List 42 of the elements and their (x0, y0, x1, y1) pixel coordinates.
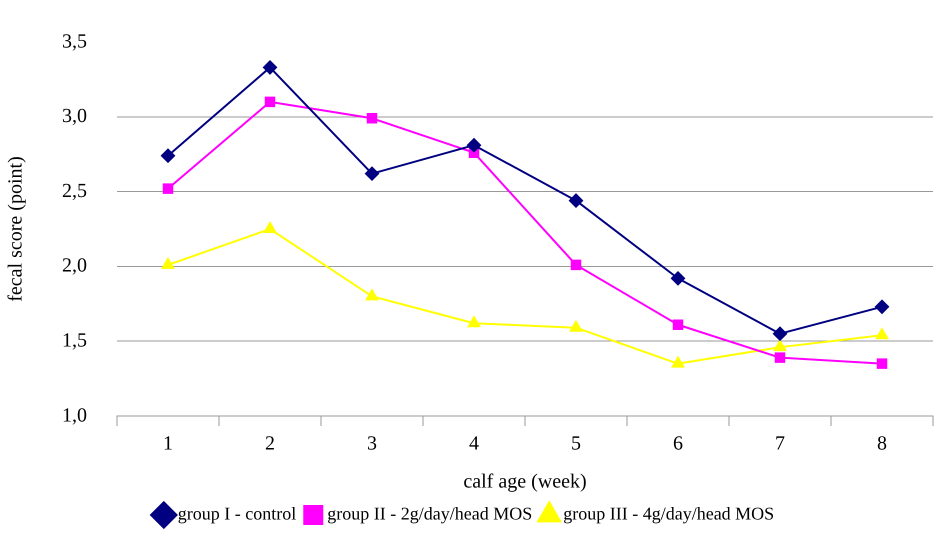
legend-label: group III - 4g/day/head MOS (563, 504, 774, 524)
y-tick-label: 2,5 (62, 180, 87, 202)
point (365, 166, 379, 181)
point (672, 320, 684, 330)
x-tick-label: 1 (163, 432, 173, 454)
x-tick-label: 8 (877, 432, 887, 454)
y-axis-title: fecal score (point) (4, 156, 26, 302)
x-tick-label: 6 (673, 432, 683, 454)
x-tick-label: 3 (367, 432, 377, 454)
point (468, 316, 480, 328)
point (569, 194, 583, 208)
x-tick-label: 2 (265, 432, 275, 454)
y-tick-label: 3,0 (62, 105, 87, 128)
x-tick-label: 4 (469, 432, 479, 454)
point (570, 260, 582, 270)
y-tick-label: 1,0 (62, 404, 87, 426)
point (264, 96, 276, 108)
x-axis-title: calf age (week) (463, 470, 587, 492)
point (876, 328, 888, 340)
point (570, 320, 582, 332)
point (161, 148, 175, 163)
legend-label: group II - 2g/day/head MOS (327, 504, 532, 524)
point (876, 358, 888, 369)
y-tick-label: 2,0 (62, 254, 87, 277)
legend-label: group I - control (178, 504, 296, 524)
point (366, 289, 378, 300)
x-tick-label: 7 (775, 432, 785, 454)
point (162, 258, 174, 269)
point (672, 356, 684, 368)
point (774, 352, 786, 363)
y-tick-label: 3,5 (62, 30, 87, 52)
point (467, 138, 481, 152)
x-tick-label: 5 (571, 432, 581, 454)
point (162, 183, 174, 194)
point (773, 326, 787, 341)
point (366, 113, 378, 124)
y-tick-label: 1,5 (62, 329, 87, 352)
point (671, 271, 685, 286)
point (875, 300, 889, 314)
point (264, 222, 276, 233)
point (774, 340, 786, 352)
point (263, 60, 277, 74)
